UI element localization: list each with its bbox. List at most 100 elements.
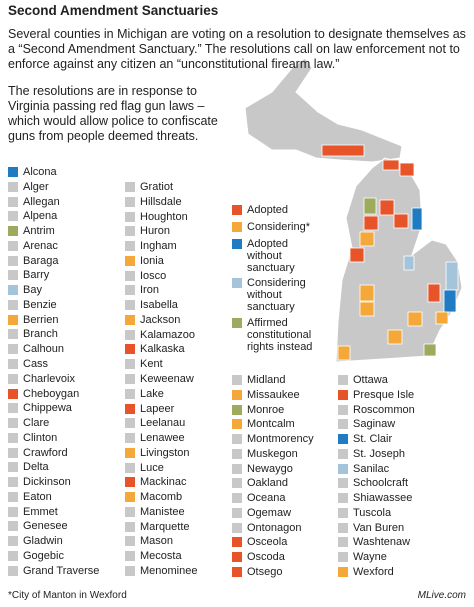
- swatch: [8, 551, 18, 562]
- item-label: Cass: [23, 358, 49, 370]
- list-item: Kalkaska: [125, 343, 185, 355]
- swatch: [338, 552, 348, 563]
- list-item: Huron: [125, 225, 170, 237]
- list-item: Menominee: [125, 565, 197, 577]
- item-label: Delta: [23, 461, 49, 474]
- list-item: Gladwin: [8, 535, 63, 547]
- county-patch: [423, 343, 437, 357]
- list-item: Missaukee: [232, 389, 300, 401]
- item-label: Lapeer: [140, 402, 175, 415]
- list-item: Macomb: [125, 491, 182, 503]
- swatch: [232, 478, 242, 489]
- item-label: Emmet: [23, 505, 58, 518]
- list-item: Chippewa: [8, 402, 72, 414]
- list-item: Allegan: [8, 196, 60, 208]
- list-item: Alpena: [8, 210, 57, 222]
- upper-peninsula: [244, 57, 403, 163]
- county-patch: [399, 162, 415, 177]
- list-item: Gogebic: [8, 550, 64, 562]
- swatch: [125, 447, 135, 458]
- list-item: Arenac: [8, 240, 58, 252]
- county-patch: [407, 311, 423, 327]
- swatch: [8, 565, 18, 576]
- list-item: Branch: [8, 328, 58, 340]
- swatch: [232, 567, 242, 577]
- swatch: [125, 536, 135, 547]
- swatch: [125, 388, 135, 399]
- item-label: Grand Traverse: [23, 564, 100, 577]
- item-label: Charlevoix: [23, 372, 75, 385]
- list-item: Baraga: [8, 255, 58, 267]
- swatch: [338, 448, 348, 459]
- item-label: Antrim: [23, 225, 55, 238]
- swatch: [232, 507, 242, 518]
- item-label: Branch: [23, 328, 58, 341]
- swatch: [125, 403, 135, 414]
- swatch: [8, 255, 18, 266]
- swatch: [8, 240, 18, 251]
- item-label: Ottawa: [353, 374, 388, 386]
- item-label: Alcona: [23, 166, 57, 178]
- item-label: Oceana: [247, 492, 286, 505]
- item-label: St. Clair: [353, 433, 393, 446]
- list-item: Ionia: [125, 255, 164, 267]
- item-label: Houghton: [140, 210, 188, 223]
- list-item: Saginaw: [338, 418, 395, 430]
- item-label: Oakland: [247, 477, 288, 490]
- item-label: Mecosta: [140, 550, 182, 563]
- item-label: Berrien: [23, 313, 59, 326]
- item-label: Leelanau: [140, 417, 186, 430]
- swatch: [125, 359, 135, 370]
- item-label: Gladwin: [23, 535, 63, 548]
- list-item: Iron: [125, 284, 159, 296]
- item-label: Crawford: [23, 446, 68, 459]
- item-label: Ogemaw: [247, 506, 292, 519]
- county-patch: [427, 283, 441, 303]
- swatch: [232, 222, 242, 232]
- swatch: [125, 506, 135, 517]
- swatch: [8, 211, 18, 222]
- swatch: [232, 389, 242, 400]
- item-label: Arenac: [23, 239, 58, 252]
- swatch: [232, 404, 242, 415]
- list-item: Adopted: [232, 204, 322, 216]
- item-label: Schoolcraft: [353, 477, 409, 490]
- item-label: Gogebic: [23, 550, 64, 563]
- list-item: Alger: [8, 181, 49, 193]
- list-item: Midland: [232, 374, 286, 386]
- item-label: Washtenaw: [353, 536, 411, 549]
- list-item: Dickinson: [8, 476, 71, 488]
- swatch: [8, 506, 18, 517]
- list-item: Tuscola: [338, 507, 391, 519]
- swatch: [338, 567, 348, 577]
- swatch: [232, 239, 242, 249]
- list-item: Ogemaw: [232, 507, 291, 519]
- swatch: [338, 375, 348, 385]
- item-label: Menominee: [140, 565, 198, 578]
- list-item: Mason: [125, 535, 173, 547]
- county-patch: [403, 255, 415, 271]
- list-item: Muskegon: [232, 448, 298, 460]
- list-item: St. Joseph: [338, 448, 405, 460]
- swatch: [125, 521, 135, 532]
- item-label: Lenawee: [140, 432, 185, 445]
- item-label: Van Buren: [353, 521, 405, 534]
- swatch: [125, 285, 135, 296]
- item-label: Wexford: [353, 566, 394, 578]
- swatch: [8, 181, 18, 192]
- list-item: Barry: [8, 269, 49, 281]
- list-item: Considering*: [232, 221, 322, 233]
- list-item: Crawford: [8, 447, 68, 459]
- swatch: [8, 388, 18, 399]
- swatch: [232, 463, 242, 474]
- item-label: Midland: [247, 374, 286, 386]
- list-item: Antrim: [8, 225, 55, 237]
- county-patch: [393, 213, 409, 229]
- item-label: Oscoda: [247, 551, 285, 564]
- item-label: Allegan: [23, 195, 60, 208]
- intro-note: The resolutions are in response to Virgi…: [8, 84, 218, 143]
- list-item: Washtenaw: [338, 536, 410, 548]
- list-item: Alcona: [8, 166, 57, 178]
- swatch: [8, 329, 18, 340]
- item-label: Clinton: [23, 431, 58, 444]
